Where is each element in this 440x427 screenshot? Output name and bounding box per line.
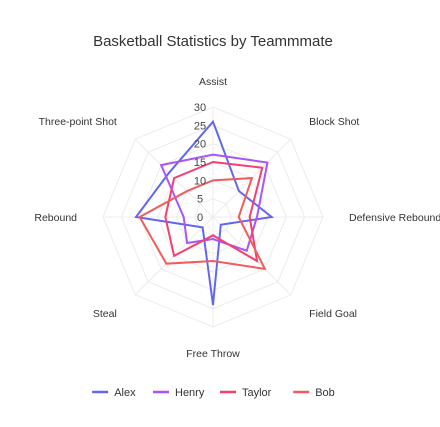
series-layer: [134, 119, 275, 306]
chart-title: Basketball Statistics by Teammmate: [93, 33, 333, 50]
axis-label: Steal: [93, 308, 117, 320]
series-line-henry[interactable]: [159, 153, 269, 252]
axis-label: Field Goal: [309, 308, 357, 320]
series-line-alex[interactable]: [134, 119, 275, 306]
tick-label: 10: [194, 175, 206, 187]
tick-label: 5: [197, 194, 203, 206]
tick-label: 25: [194, 120, 206, 132]
legend-label: Bob: [315, 387, 335, 399]
legend-item-henry[interactable]: Henry: [153, 387, 205, 399]
axis-label: Rebound: [34, 212, 77, 224]
radial-tick-labels: 0 5 10 15 20 25 30: [194, 102, 206, 224]
axis-label: Three-point Shot: [39, 116, 117, 128]
legend-item-bob[interactable]: Bob: [293, 387, 335, 399]
axis-label: Free Throw: [186, 348, 240, 360]
axis-label: Defensive Rebound: [349, 212, 440, 224]
axis-label: Block Shot: [309, 116, 359, 128]
legend-label: Taylor: [242, 387, 272, 399]
series-line-bob[interactable]: [138, 177, 267, 271]
axis-labels: Assist Block Shot Defensive Rebound Field G…: [34, 76, 440, 360]
tick-label: 0: [197, 212, 203, 224]
tick-label: 15: [194, 157, 206, 169]
legend[interactable]: Alex Henry Taylor Bob: [92, 387, 335, 399]
legend-label: Alex: [114, 387, 136, 399]
series-line-taylor[interactable]: [164, 160, 264, 264]
tick-label: 30: [194, 102, 206, 114]
grid-spoke: [212, 216, 292, 296]
axis-label: Assist: [199, 76, 227, 88]
tick-label: 20: [194, 139, 206, 151]
legend-item-taylor[interactable]: Taylor: [220, 387, 272, 399]
legend-label: Henry: [175, 387, 205, 399]
legend-item-alex[interactable]: Alex: [92, 387, 136, 399]
